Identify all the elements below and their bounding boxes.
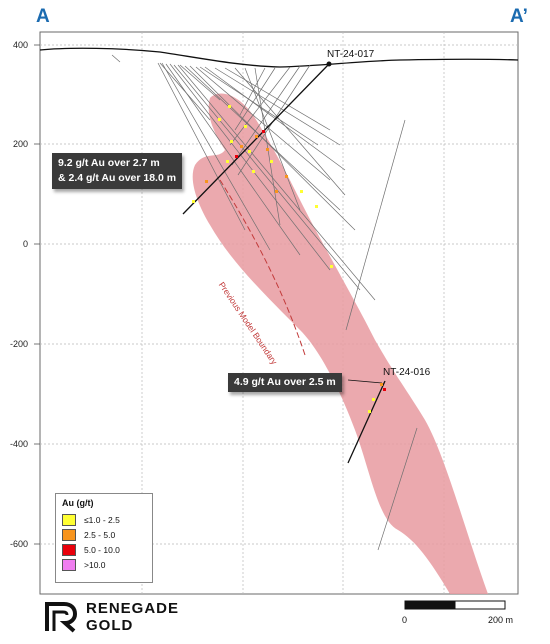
legend-label: ≤1.0 - 2.5 [84,515,120,525]
assay-callout-upper: 9.2 g/t Au over 2.7 m & 2.4 g/t Au over … [52,153,183,189]
y-tick-label: 0 [22,239,28,249]
legend-label: >10.0 [84,560,106,570]
legend-swatch [62,559,76,571]
legend-label: 5.0 - 10.0 [84,545,120,555]
y-tick-label: -600 [9,539,28,549]
y-tick-label: 400 [12,40,28,50]
drillhole-label-nt-24-016: NT-24-016 [383,367,431,378]
drillhole-nt-24-017-collar [326,61,332,67]
grade-legend: Au (g/t) ≤1.0 - 2.5 2.5 - 5.0 5.0 - 10.0… [55,493,153,583]
drillhole-nt-24-016-trace [347,380,386,464]
y-tick-label: -200 [9,339,28,349]
legend-swatch [62,529,76,541]
callout-leader-lower [347,379,383,384]
previous-model-boundary [219,179,306,356]
section-start-label: A [36,6,50,27]
y-tick-label: 200 [12,139,28,149]
drillhole-label-nt-24-017: NT-24-017 [327,49,375,60]
callout-line: 9.2 g/t Au over 2.7 m [58,157,160,169]
logo-text-line1: RENEGADE [86,600,180,617]
legend-title: Au (g/t) [62,498,94,508]
scale-bar [404,600,506,610]
scale-bar-end-label: 200 m [488,615,514,625]
y-tick-label: -400 [9,439,28,449]
logo-text-line2: GOLD [86,617,134,634]
axis-ticks [34,44,40,545]
assay-samples-lower [368,383,386,413]
scale-bar-start-label: 0 [402,615,408,625]
logo-mark-icon [45,602,78,633]
mineralized-zone [192,93,488,595]
legend-item: >10.0 [62,559,106,571]
legend-swatch [62,514,76,526]
assay-callout-lower: 4.9 g/t Au over 2.5 m [228,373,342,392]
assay-samples-upper [192,105,333,268]
drillhole-nt-24-017-trace [182,63,330,215]
historic-drill-traces [111,54,418,551]
company-logo: RENEGADE GOLD [44,600,214,636]
legend-item: 2.5 - 5.0 [62,529,115,541]
plot-frame [39,31,519,595]
legend-swatch [62,544,76,556]
legend-label: 2.5 - 5.0 [84,530,116,540]
section-end-label: A’ [510,6,528,27]
legend-item: ≤1.0 - 2.5 [62,514,120,526]
legend-item: 5.0 - 10.0 [62,544,120,556]
callout-line: & 2.4 g/t Au over 18.0 m [58,172,177,184]
topography-line [39,47,519,68]
